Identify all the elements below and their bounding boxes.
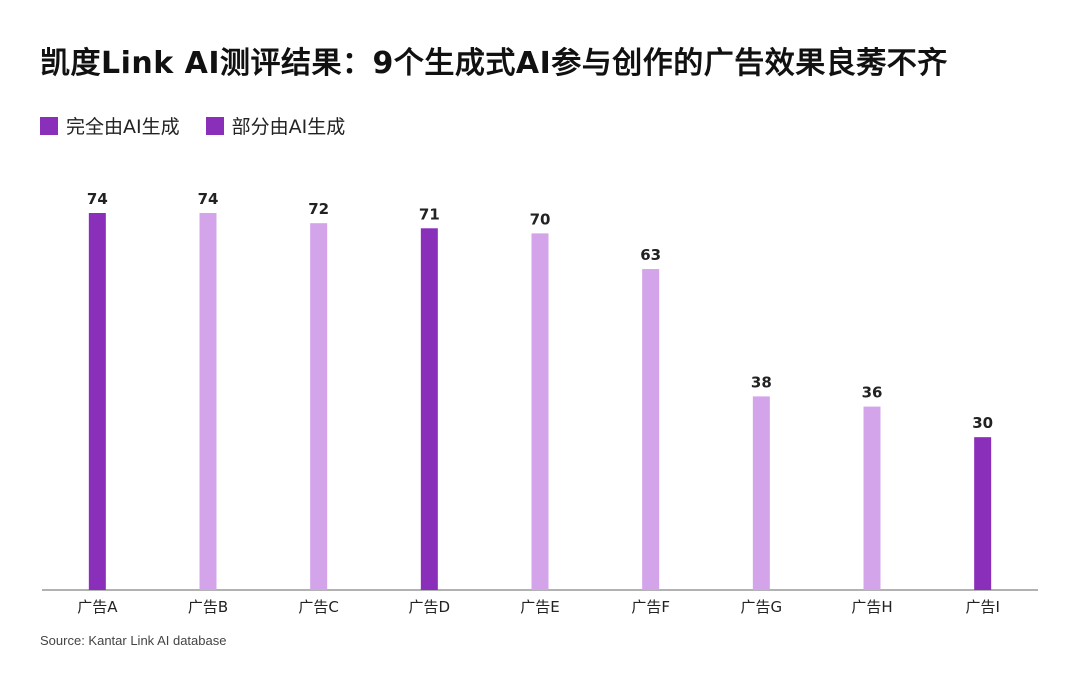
bar (199, 213, 217, 590)
legend-swatch-full (40, 116, 58, 135)
x-tick-label: 广告I (965, 598, 999, 616)
bar (863, 406, 881, 590)
data-label: 30 (972, 414, 993, 432)
bar (88, 213, 106, 590)
bar (974, 437, 992, 590)
bar (531, 233, 549, 591)
bar (752, 396, 770, 590)
x-tick-label: 广告C (298, 598, 338, 616)
legend-item-full: 完全由AI生成 (40, 112, 180, 139)
legend: 完全由AI生成 部分由AI生成 (40, 112, 345, 139)
data-label: 63 (640, 246, 661, 264)
legend-swatch-partial (205, 116, 224, 135)
x-tick-label: 广告D (409, 598, 451, 616)
source-note: Source: Kantar Link AI database (40, 633, 227, 648)
data-label: 38 (751, 373, 772, 391)
x-tick-label: 广告B (188, 598, 228, 616)
data-label: 72 (308, 200, 329, 218)
data-label: 36 (862, 384, 883, 402)
data-label: 74 (87, 190, 108, 208)
x-tick-label: 广告F (631, 598, 670, 616)
x-tick-label: 广告G (741, 598, 783, 616)
legend-label-partial: 部分由AI生成 (231, 116, 346, 138)
x-tick-label: 广告A (77, 598, 118, 616)
legend-item-partial: 部分由AI生成 (205, 112, 346, 139)
bar (310, 223, 328, 590)
data-label: 71 (419, 205, 440, 223)
legend-label-full: 完全由AI生成 (66, 116, 180, 138)
data-label: 70 (530, 210, 551, 228)
x-tick-label: 广告H (851, 598, 892, 616)
bar (642, 269, 660, 590)
data-label: 74 (198, 190, 219, 208)
x-tick-label: 广告E (520, 598, 559, 616)
bar (420, 228, 438, 590)
chart-title: 凯度Link AI测评结果：9个生成式AI参与创作的广告效果良莠不齐 (40, 46, 948, 81)
